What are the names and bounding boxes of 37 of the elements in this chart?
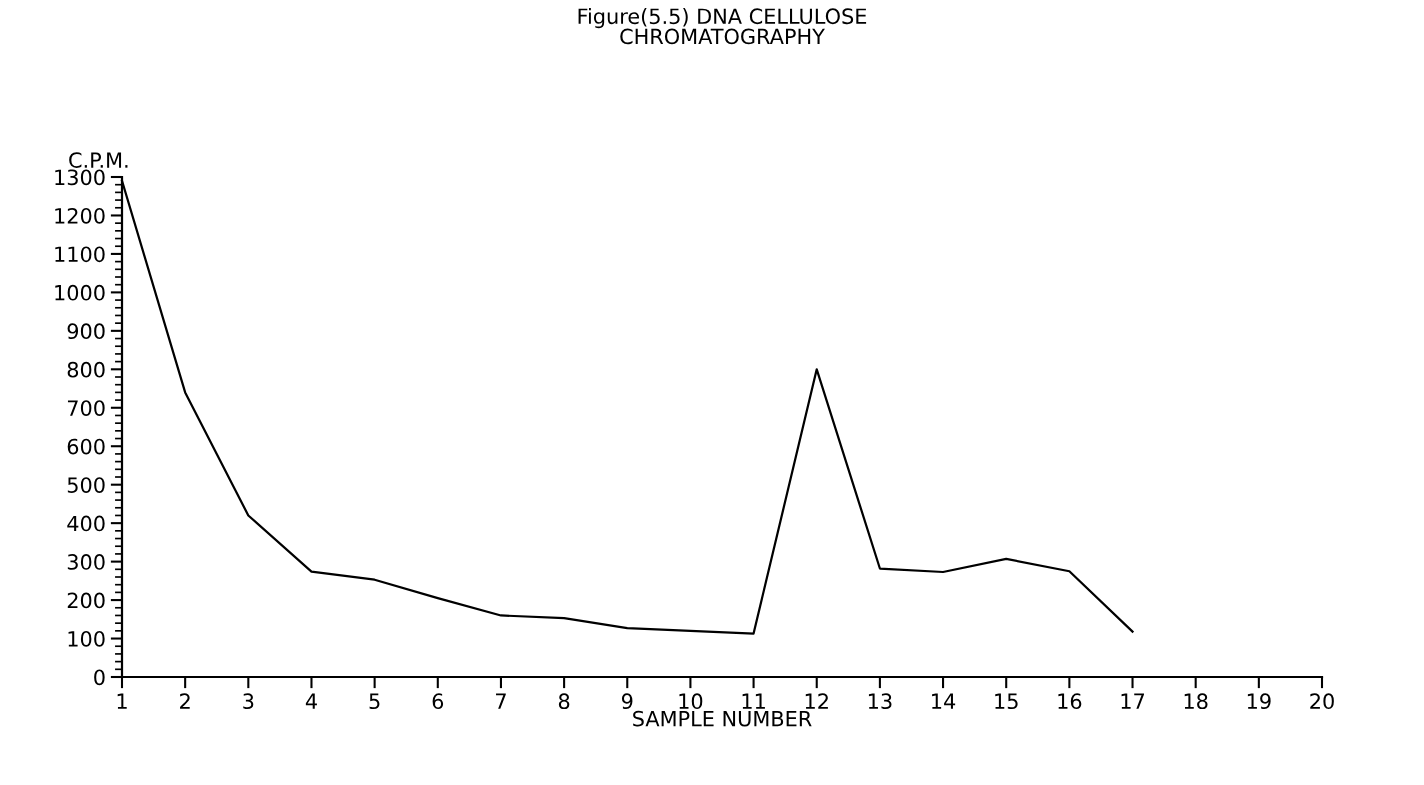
x-tick-label: 14 (932, 693, 956, 709)
y-tick-label: 400 (67, 515, 105, 532)
x-tick-label: 20 (1310, 693, 1334, 710)
y-tick-label: 200 (67, 592, 105, 609)
y-tick-label: 100 (68, 630, 105, 647)
x-tick-label: 6 (432, 693, 444, 710)
x-tick-label: 11 (742, 693, 765, 709)
x-tick-label: 15 (995, 693, 1018, 710)
x-tick-label: 3 (243, 693, 254, 710)
y-tick-label: 300 (67, 554, 105, 570)
x-axis-title: SAMPLE NUMBER (633, 710, 812, 727)
y-tick-label: 800 (67, 361, 105, 378)
x-tick-label: 16 (1058, 693, 1082, 710)
y-tick-label: 1200 (55, 207, 105, 224)
x-tick-label: 13 (868, 693, 892, 710)
y-tick-label: 1000 (55, 284, 105, 301)
y-tick-label: 1100 (55, 246, 105, 263)
x-tick-label: 19 (1247, 693, 1271, 710)
y-tick-label: 500 (67, 477, 105, 493)
x-tick-label: 8 (558, 693, 570, 710)
y-axis-title: C.P.M. (69, 152, 128, 168)
x-tick-label: 7 (496, 693, 506, 709)
x-tick-label: 5 (369, 693, 380, 710)
y-tick-label: 0 (94, 669, 105, 686)
y-tick-label: 600 (67, 438, 105, 455)
x-tick-label: 2 (180, 693, 190, 709)
x-tick-label: 1 (117, 693, 127, 709)
y-tick-label: 900 (67, 323, 105, 340)
x-tick-label: 18 (1184, 693, 1208, 710)
x-tick-label: 12 (805, 693, 828, 709)
y-tick-label: 700 (67, 400, 105, 416)
x-tick-label: 10 (679, 693, 703, 710)
x-tick-label: 17 (1121, 693, 1144, 709)
y-tick-label: 1300 (55, 169, 105, 186)
x-tick-label: 9 (621, 693, 633, 710)
x-tick-label: 4 (305, 693, 317, 709)
chart-title: Figure(5.5) DNA CELLULOSE CHROMATOGRAPHY (578, 8, 867, 45)
